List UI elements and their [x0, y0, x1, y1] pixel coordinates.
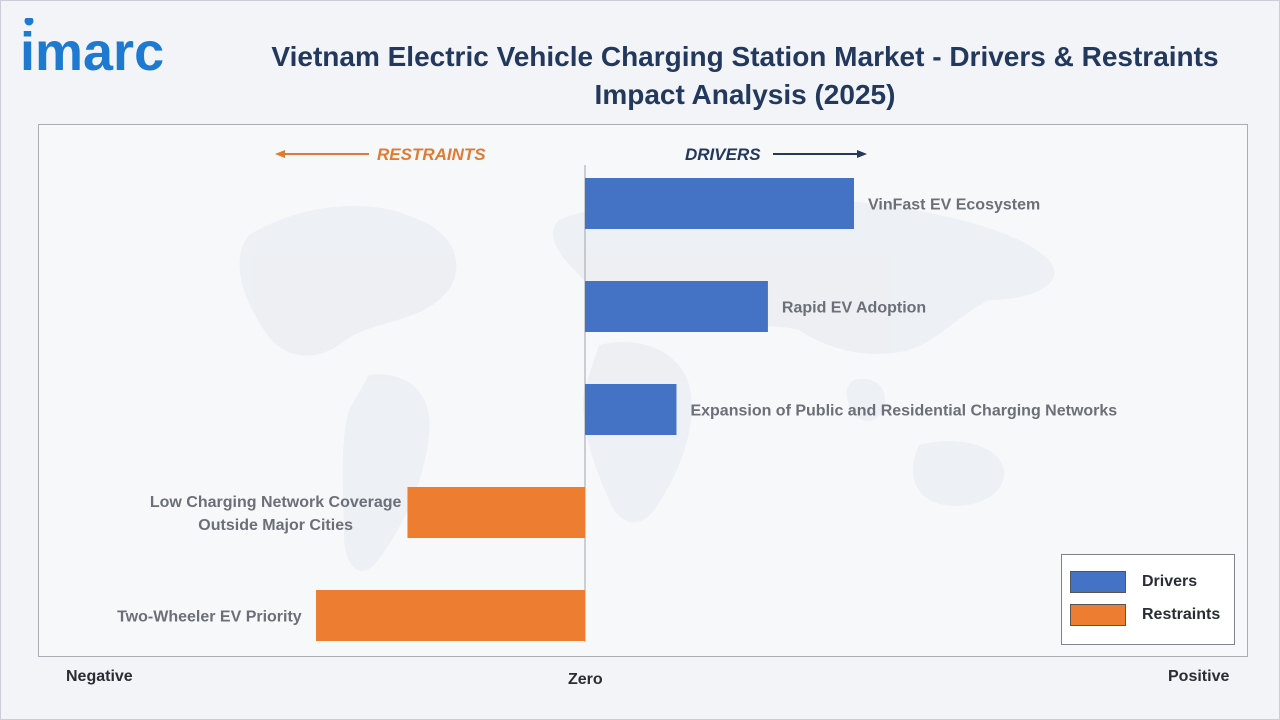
bar-label-0: VinFast EV Ecosystem [868, 197, 1040, 214]
legend-label-restraints: Restraints [1142, 606, 1221, 623]
legend-swatch-restraints [1070, 604, 1126, 626]
bar-label-3: Low Charging Network Coverage Outside Maj… [150, 494, 402, 534]
restraints-direction-label: RESTRAINTS [377, 145, 486, 164]
drivers-direction-label: DRIVERS [685, 145, 761, 164]
chart: RESTRAINTS DRIVERS VinFast EV Ecosystem Ra… [117, 145, 1117, 642]
page-title: Vietnam Electric Vehicle Charging Statio… [230, 38, 1260, 114]
bar-label-4: Two-Wheeler EV Priority [117, 609, 302, 626]
logo-text: imarc [20, 22, 164, 82]
bar-driver-1 [585, 281, 768, 332]
title-line-1: Vietnam Electric Vehicle Charging Statio… [271, 41, 1219, 72]
bar-labels: VinFast EV Ecosystem Rapid EV Adoption Exp… [117, 197, 1117, 626]
restraints-arrow-head [275, 150, 285, 158]
title-line-2: Impact Analysis (2025) [594, 79, 896, 110]
bar-restraint-4 [316, 590, 585, 641]
bars [316, 178, 854, 641]
bar-label-1: Rapid EV Adoption [782, 300, 926, 317]
bar-driver-2 [585, 384, 677, 435]
imarc-logo-mark: imarc [20, 16, 164, 82]
bar-restraint-3 [407, 487, 585, 538]
plot-area: RESTRAINTS DRIVERS VinFast EV Ecosystem Ra… [38, 124, 1248, 657]
axis-positive-label: Positive [1168, 668, 1230, 685]
direction-labels: RESTRAINTS DRIVERS [275, 145, 867, 164]
legend-swatch-drivers [1070, 571, 1126, 593]
axis-zero-label: Zero [568, 671, 603, 688]
legend-item-restraints: Restraints [1070, 604, 1220, 626]
legend-item-drivers: Drivers [1070, 571, 1197, 593]
imarc-logo: imarc [20, 16, 210, 88]
legend-label-drivers: Drivers [1142, 573, 1198, 590]
drivers-arrow-head [857, 150, 867, 158]
axis-negative-label: Negative [66, 668, 133, 685]
bar-label-2: Expansion of Public and Residential Char… [690, 403, 1117, 420]
legend: Drivers Restraints [1061, 554, 1235, 645]
bar-driver-0 [585, 178, 854, 229]
world-map-background [239, 195, 1055, 571]
